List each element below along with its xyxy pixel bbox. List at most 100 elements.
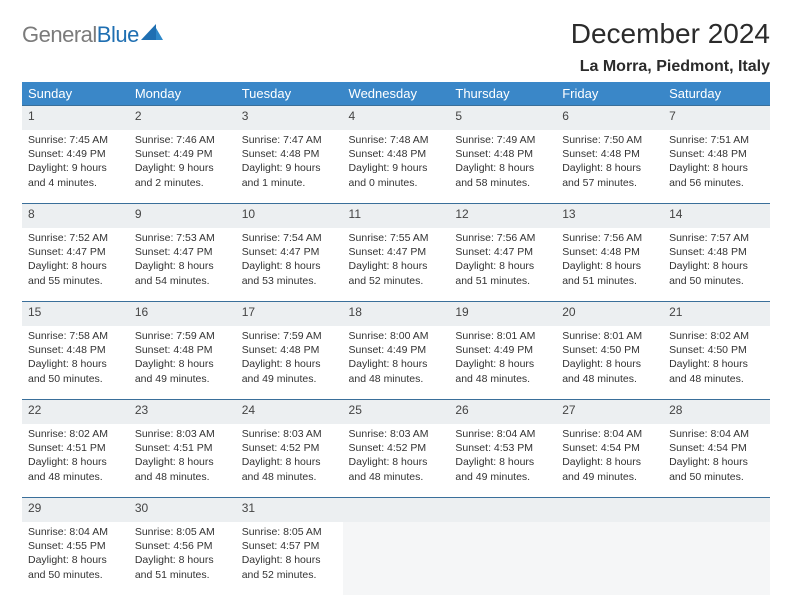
day-line-d2: and 4 minutes. bbox=[28, 176, 123, 190]
day-line-d1: Daylight: 9 hours bbox=[242, 161, 337, 175]
day-line-d2: and 49 minutes. bbox=[455, 470, 550, 484]
day-line-d1: Daylight: 8 hours bbox=[349, 455, 444, 469]
day-line-d2: and 49 minutes. bbox=[135, 372, 230, 386]
day-line-d1: Daylight: 8 hours bbox=[349, 357, 444, 371]
day-body-cell: Sunrise: 7:54 AMSunset: 4:47 PMDaylight:… bbox=[236, 228, 343, 302]
day-body-cell: Sunrise: 7:59 AMSunset: 4:48 PMDaylight:… bbox=[236, 326, 343, 400]
day-line-d1: Daylight: 8 hours bbox=[562, 455, 657, 469]
day-line-d2: and 57 minutes. bbox=[562, 176, 657, 190]
day-line-d1: Daylight: 8 hours bbox=[135, 553, 230, 567]
triangle-icon bbox=[141, 24, 163, 47]
day-body-cell: Sunrise: 7:53 AMSunset: 4:47 PMDaylight:… bbox=[129, 228, 236, 302]
day-line-ss: Sunset: 4:57 PM bbox=[242, 539, 337, 553]
logo: GeneralBlue bbox=[22, 22, 163, 48]
day-line-ss: Sunset: 4:50 PM bbox=[562, 343, 657, 357]
day-body-cell: Sunrise: 7:46 AMSunset: 4:49 PMDaylight:… bbox=[129, 130, 236, 204]
day-line-ss: Sunset: 4:48 PM bbox=[669, 147, 764, 161]
day-line-d2: and 50 minutes. bbox=[28, 372, 123, 386]
day-line-ss: Sunset: 4:53 PM bbox=[455, 441, 550, 455]
page-title: December 2024 bbox=[571, 18, 770, 50]
day-line-sr: Sunrise: 8:04 AM bbox=[669, 427, 764, 441]
day-line-d1: Daylight: 8 hours bbox=[242, 259, 337, 273]
day-number-row: 293031 bbox=[22, 498, 770, 523]
day-number-cell: 18 bbox=[343, 302, 450, 327]
day-line-ss: Sunset: 4:48 PM bbox=[669, 245, 764, 259]
day-line-d1: Daylight: 8 hours bbox=[669, 357, 764, 371]
day-body-cell: Sunrise: 8:00 AMSunset: 4:49 PMDaylight:… bbox=[343, 326, 450, 400]
day-line-d1: Daylight: 9 hours bbox=[135, 161, 230, 175]
day-body-cell bbox=[663, 522, 770, 595]
day-number-row: 15161718192021 bbox=[22, 302, 770, 327]
day-line-d1: Daylight: 8 hours bbox=[135, 357, 230, 371]
day-line-ss: Sunset: 4:48 PM bbox=[242, 343, 337, 357]
calendar-page: GeneralBlue December 2024 La Morra, Pied… bbox=[0, 0, 792, 605]
weekday-header: Wednesday bbox=[343, 82, 450, 106]
day-line-d1: Daylight: 8 hours bbox=[135, 455, 230, 469]
day-number-cell: 16 bbox=[129, 302, 236, 327]
day-line-d1: Daylight: 8 hours bbox=[242, 455, 337, 469]
day-line-ss: Sunset: 4:47 PM bbox=[28, 245, 123, 259]
day-body-cell: Sunrise: 8:02 AMSunset: 4:50 PMDaylight:… bbox=[663, 326, 770, 400]
logo-text-gray: General bbox=[22, 22, 97, 47]
day-line-ss: Sunset: 4:47 PM bbox=[455, 245, 550, 259]
day-number-row: 891011121314 bbox=[22, 204, 770, 229]
day-line-sr: Sunrise: 7:51 AM bbox=[669, 133, 764, 147]
day-line-ss: Sunset: 4:47 PM bbox=[135, 245, 230, 259]
day-body-row: Sunrise: 7:52 AMSunset: 4:47 PMDaylight:… bbox=[22, 228, 770, 302]
day-body-cell: Sunrise: 7:57 AMSunset: 4:48 PMDaylight:… bbox=[663, 228, 770, 302]
day-line-d2: and 50 minutes. bbox=[28, 568, 123, 582]
logo-text: GeneralBlue bbox=[22, 22, 139, 48]
day-body-cell: Sunrise: 8:04 AMSunset: 4:53 PMDaylight:… bbox=[449, 424, 556, 498]
day-number-row: 1234567 bbox=[22, 106, 770, 131]
day-line-sr: Sunrise: 8:04 AM bbox=[455, 427, 550, 441]
day-line-d1: Daylight: 8 hours bbox=[562, 357, 657, 371]
day-body-row: Sunrise: 8:02 AMSunset: 4:51 PMDaylight:… bbox=[22, 424, 770, 498]
day-line-sr: Sunrise: 8:03 AM bbox=[349, 427, 444, 441]
day-line-d2: and 54 minutes. bbox=[135, 274, 230, 288]
day-number-cell: 7 bbox=[663, 106, 770, 131]
day-number-cell: 14 bbox=[663, 204, 770, 229]
day-line-sr: Sunrise: 7:59 AM bbox=[135, 329, 230, 343]
day-line-d2: and 52 minutes. bbox=[349, 274, 444, 288]
day-line-d1: Daylight: 8 hours bbox=[28, 455, 123, 469]
day-line-ss: Sunset: 4:48 PM bbox=[135, 343, 230, 357]
day-line-sr: Sunrise: 7:58 AM bbox=[28, 329, 123, 343]
day-line-ss: Sunset: 4:51 PM bbox=[135, 441, 230, 455]
weekday-header: Saturday bbox=[663, 82, 770, 106]
day-line-sr: Sunrise: 7:56 AM bbox=[455, 231, 550, 245]
day-line-ss: Sunset: 4:56 PM bbox=[135, 539, 230, 553]
day-number-cell: 28 bbox=[663, 400, 770, 425]
day-number-cell: 24 bbox=[236, 400, 343, 425]
day-body-cell: Sunrise: 8:03 AMSunset: 4:52 PMDaylight:… bbox=[236, 424, 343, 498]
day-body-cell: Sunrise: 8:04 AMSunset: 4:54 PMDaylight:… bbox=[556, 424, 663, 498]
day-line-sr: Sunrise: 7:56 AM bbox=[562, 231, 657, 245]
day-line-d1: Daylight: 8 hours bbox=[669, 259, 764, 273]
day-number-cell: 29 bbox=[22, 498, 129, 523]
day-body-cell: Sunrise: 8:03 AMSunset: 4:51 PMDaylight:… bbox=[129, 424, 236, 498]
day-line-d2: and 0 minutes. bbox=[349, 176, 444, 190]
day-line-d2: and 55 minutes. bbox=[28, 274, 123, 288]
day-line-d2: and 48 minutes. bbox=[135, 470, 230, 484]
day-line-sr: Sunrise: 8:01 AM bbox=[562, 329, 657, 343]
day-body-cell: Sunrise: 7:45 AMSunset: 4:49 PMDaylight:… bbox=[22, 130, 129, 204]
day-line-sr: Sunrise: 7:48 AM bbox=[349, 133, 444, 147]
day-line-d2: and 51 minutes. bbox=[135, 568, 230, 582]
day-line-ss: Sunset: 4:48 PM bbox=[562, 147, 657, 161]
day-line-d1: Daylight: 8 hours bbox=[242, 553, 337, 567]
day-line-sr: Sunrise: 8:00 AM bbox=[349, 329, 444, 343]
day-line-ss: Sunset: 4:51 PM bbox=[28, 441, 123, 455]
day-line-d1: Daylight: 8 hours bbox=[242, 357, 337, 371]
day-line-sr: Sunrise: 7:47 AM bbox=[242, 133, 337, 147]
day-line-sr: Sunrise: 8:02 AM bbox=[28, 427, 123, 441]
day-line-d1: Daylight: 8 hours bbox=[669, 455, 764, 469]
day-line-d1: Daylight: 8 hours bbox=[562, 161, 657, 175]
day-line-sr: Sunrise: 8:04 AM bbox=[562, 427, 657, 441]
day-number-cell: 30 bbox=[129, 498, 236, 523]
logo-text-blue: Blue bbox=[97, 22, 139, 47]
day-body-cell: Sunrise: 8:05 AMSunset: 4:57 PMDaylight:… bbox=[236, 522, 343, 595]
weekday-header-row: Sunday Monday Tuesday Wednesday Thursday… bbox=[22, 82, 770, 106]
day-line-sr: Sunrise: 8:02 AM bbox=[669, 329, 764, 343]
weekday-header: Friday bbox=[556, 82, 663, 106]
day-number-cell: 1 bbox=[22, 106, 129, 131]
day-line-d2: and 51 minutes. bbox=[455, 274, 550, 288]
